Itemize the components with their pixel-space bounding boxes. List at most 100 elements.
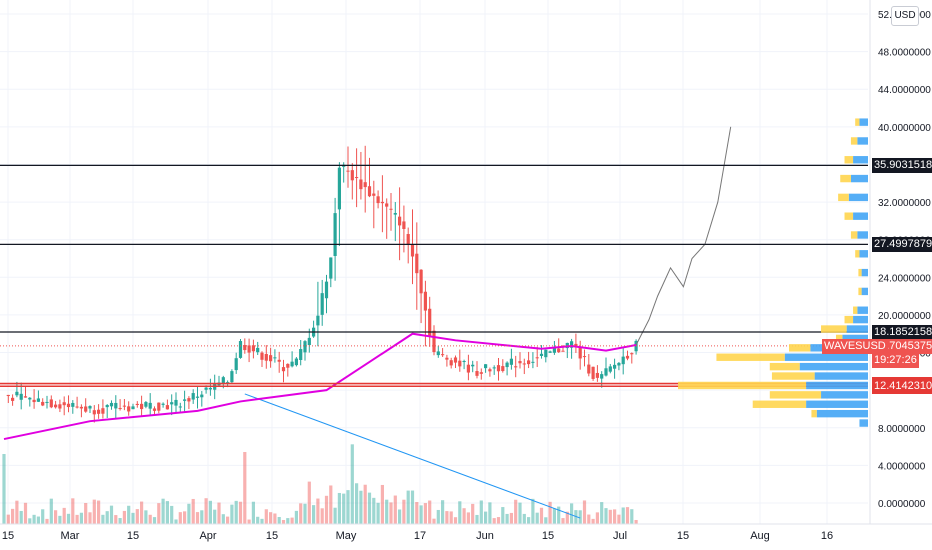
volume-bar <box>204 498 208 524</box>
candle-body <box>492 367 496 369</box>
y-tick-label: 4.0000000 <box>878 461 926 472</box>
volume-bar <box>178 512 182 524</box>
volume-profile-bar <box>853 156 868 164</box>
candle-body <box>66 403 71 408</box>
volume-bar <box>535 512 539 524</box>
volume-bar <box>557 506 561 524</box>
volume-bar <box>238 501 243 524</box>
candle-body <box>92 410 96 415</box>
volume-profile-bar <box>814 372 868 380</box>
volume-bar <box>54 510 58 524</box>
volume-bar <box>389 502 393 524</box>
candle-body <box>75 406 79 408</box>
volume-bar <box>19 510 23 524</box>
candle-body <box>45 401 49 403</box>
volume-bar <box>11 508 15 524</box>
volume-bar <box>320 508 324 524</box>
candle-body <box>574 343 578 347</box>
x-tick-label: 16 <box>821 530 833 542</box>
candle-body <box>595 372 599 378</box>
candle-body <box>617 362 621 366</box>
candle-body <box>32 399 36 403</box>
volume-bar <box>333 507 337 524</box>
volume-bar <box>531 498 535 524</box>
candle-body <box>346 170 350 172</box>
volume-bar <box>548 501 552 524</box>
volume-profile-bar <box>858 268 862 277</box>
candle-body <box>152 408 157 411</box>
volume-bar <box>488 502 492 524</box>
candle-body <box>251 345 255 352</box>
volume-bar <box>281 519 286 524</box>
volume-bar <box>135 509 139 524</box>
volume-profile-bar <box>789 344 811 352</box>
candle-body <box>509 358 513 365</box>
candle-body <box>376 196 380 204</box>
volume-profile-bar <box>678 381 807 390</box>
candle-body <box>11 397 15 401</box>
volume-bar <box>393 495 397 524</box>
volume-profile-bar <box>853 212 868 220</box>
y-tick-label: 24.0000000 <box>878 273 931 284</box>
volume-bar <box>398 509 402 524</box>
candle-body <box>350 170 354 181</box>
volume-bar <box>475 514 479 524</box>
candle-body <box>441 354 445 356</box>
volume-bar <box>213 509 217 524</box>
volume-bar <box>479 500 483 524</box>
candle-body <box>221 377 225 384</box>
volume-bar <box>423 503 427 524</box>
candle-body <box>174 399 178 406</box>
volume-bar <box>570 503 574 524</box>
volume-profile-bar <box>850 174 868 183</box>
candle-body <box>518 361 522 364</box>
candle-body <box>453 357 458 363</box>
candle-body <box>71 402 75 407</box>
candle-body <box>187 398 191 402</box>
moving-average-line <box>3 332 637 441</box>
volume-bar <box>342 493 346 524</box>
volume-bar <box>127 505 131 524</box>
volume-bar <box>88 512 92 524</box>
y-tick-label: 0.0000000 <box>878 499 926 510</box>
candle-body <box>484 364 488 369</box>
candle-body <box>337 167 341 210</box>
candle-body <box>539 353 544 356</box>
x-tick-label: Apr <box>199 530 216 542</box>
volume-bar <box>152 517 157 524</box>
candle-body <box>621 356 625 365</box>
candle-body <box>458 360 462 367</box>
y-tick-label: 40.0000000 <box>878 123 931 134</box>
candle-body <box>88 406 92 409</box>
volume-profile-bar <box>799 362 868 371</box>
x-tick-label: May <box>336 530 357 542</box>
volume-bar <box>140 501 144 524</box>
volume-bar <box>114 515 118 524</box>
candle-body <box>479 372 483 374</box>
volume-profile-bar <box>848 193 868 202</box>
volume-bar <box>449 511 453 524</box>
candle-body <box>208 387 212 390</box>
volume-bar <box>410 490 415 524</box>
candle-body <box>226 382 230 384</box>
candle-body <box>324 281 329 299</box>
volume-profile-bar <box>857 137 868 145</box>
candle-body <box>419 269 423 294</box>
currency-badge[interactable]: USD <box>891 6 919 26</box>
candle-body <box>15 391 19 396</box>
candle-body <box>243 345 247 351</box>
x-tick-label: 15 <box>127 530 139 542</box>
candle-body <box>552 348 556 353</box>
candle-body <box>557 348 561 353</box>
candle-body <box>432 330 436 353</box>
volume-bar <box>496 517 501 524</box>
volume-bar <box>226 516 230 524</box>
volume-profile-bar <box>716 353 785 361</box>
candle-body <box>561 350 565 352</box>
volume-bar <box>501 507 505 524</box>
volume-bar <box>355 483 359 524</box>
candle-body <box>548 351 552 353</box>
volume-profile-bar <box>835 334 843 343</box>
candle-body <box>316 315 320 326</box>
